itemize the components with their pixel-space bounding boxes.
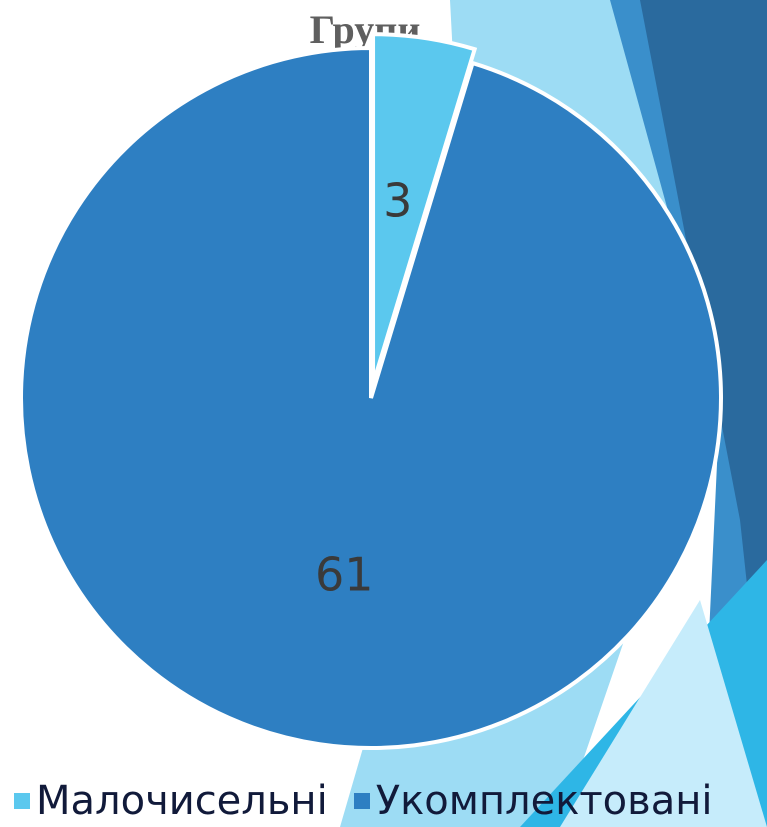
chart-legend: Малочисельні Укомплектовані [14,776,713,826]
pie-slice-1 [19,45,723,750]
legend-swatch-0 [14,793,30,809]
pie-slice-0 [371,32,478,385]
pie-data-label-0: 3 [383,174,412,228]
legend-swatch-1 [353,793,370,809]
legend-item-1: Укомплектовані [353,778,713,824]
bg-shape-dark [640,0,767,770]
bg-shape-pale [560,600,767,827]
legend-label-0: Малочисельні [36,778,328,824]
legend-item-0: Малочисельні [14,778,328,824]
legend-label-1: Укомплектовані [375,778,713,824]
pie-data-label-1: 61 [315,548,374,602]
